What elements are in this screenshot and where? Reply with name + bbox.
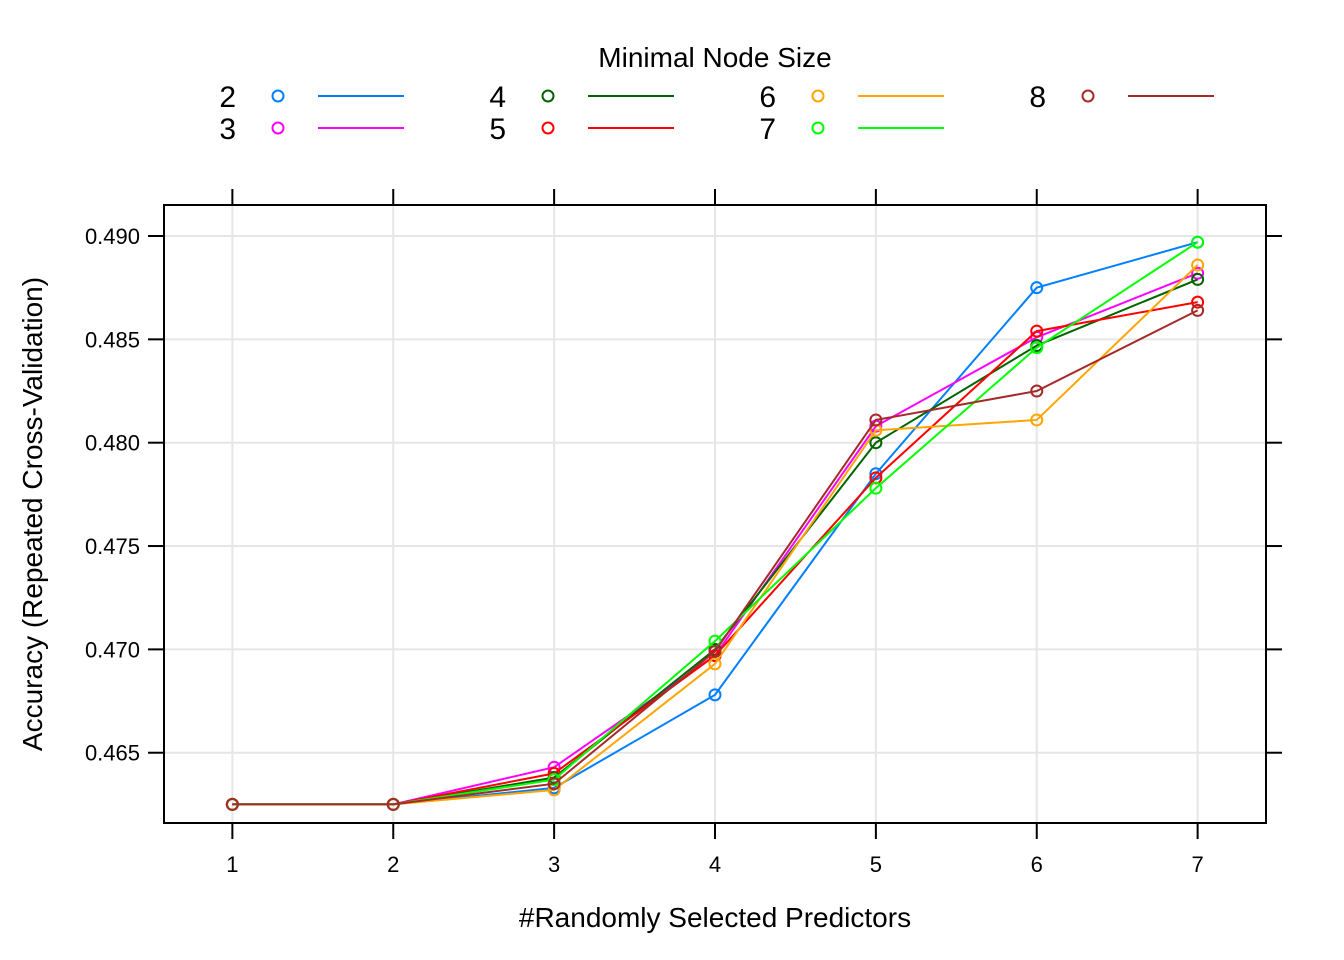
legend: 23 45 67 8 <box>219 81 1214 146</box>
x-axis-label: #Randomly Selected Predictors <box>519 902 911 933</box>
series-point-7 <box>1191 235 1205 249</box>
series-point-7 <box>1030 341 1044 355</box>
series-point-5 <box>1030 324 1044 338</box>
series-point-8 <box>1030 384 1044 398</box>
legend-item-6: 6 <box>759 81 944 114</box>
series-point-4 <box>869 436 883 450</box>
legend-marker <box>1081 89 1095 103</box>
legend-label: 4 <box>489 81 506 114</box>
axes: 1 2 3 4 5 6 7 0.465 0.470 0.475 0.480 0.485 0.490 <box>85 189 1282 877</box>
legend-label: 5 <box>489 113 506 146</box>
y-tick-label: 0.480 <box>85 431 140 456</box>
x-tick-label: 3 <box>548 852 560 877</box>
x-tick-label: 5 <box>870 852 882 877</box>
series-point-3 <box>1191 266 1205 280</box>
y-tick-label: 0.485 <box>85 327 140 352</box>
series-point-8 <box>708 644 722 658</box>
series-point-2 <box>1030 281 1044 295</box>
series-point-5 <box>1191 295 1205 309</box>
legend-marker <box>541 89 555 103</box>
series-point-4 <box>1191 272 1205 286</box>
legend-marker <box>271 89 285 103</box>
y-tick-label: 0.465 <box>85 741 140 766</box>
y-tick-label: 0.470 <box>85 637 140 662</box>
legend-marker <box>271 121 285 135</box>
legend-item-4: 4 <box>489 81 674 114</box>
series-point-6 <box>708 657 722 671</box>
legend-item-5: 5 <box>489 113 674 146</box>
y-axis-label: Accuracy (Repeated Cross-Validation) <box>17 277 48 751</box>
series-point-2 <box>708 688 722 702</box>
legend-label: 2 <box>219 81 236 114</box>
series-point-6 <box>1030 413 1044 427</box>
legend-item-3: 3 <box>219 113 404 146</box>
legend-marker <box>811 121 825 135</box>
x-tick-label: 4 <box>709 852 721 877</box>
legend-title: Minimal Node Size <box>598 42 831 73</box>
legend-label: 7 <box>759 113 776 146</box>
legend-marker <box>811 89 825 103</box>
legend-item-7: 7 <box>759 113 944 146</box>
x-tick-label: 6 <box>1031 852 1043 877</box>
series-point-8 <box>1191 303 1205 317</box>
series-point-6 <box>1191 258 1205 272</box>
series-8 <box>225 303 1205 811</box>
legend-marker <box>541 121 555 135</box>
series-point-8 <box>547 777 561 791</box>
legend-label: 6 <box>759 81 776 114</box>
grid <box>164 205 1266 823</box>
series-point-8 <box>869 413 883 427</box>
x-tick-label: 1 <box>226 852 238 877</box>
y-tick-label: 0.475 <box>85 534 140 559</box>
y-tick-label: 0.490 <box>85 224 140 249</box>
legend-item-2: 2 <box>219 81 404 114</box>
series-point-7 <box>869 481 883 495</box>
series-layer <box>225 235 1205 811</box>
x-tick-label: 2 <box>387 852 399 877</box>
legend-label: 3 <box>219 113 236 146</box>
series-point-8 <box>386 797 400 811</box>
legend-label: 8 <box>1029 81 1046 114</box>
series-point-8 <box>225 797 239 811</box>
series-line-8 <box>232 309 1199 806</box>
legend-item-8: 8 <box>1029 81 1214 114</box>
x-tick-label: 7 <box>1192 852 1204 877</box>
